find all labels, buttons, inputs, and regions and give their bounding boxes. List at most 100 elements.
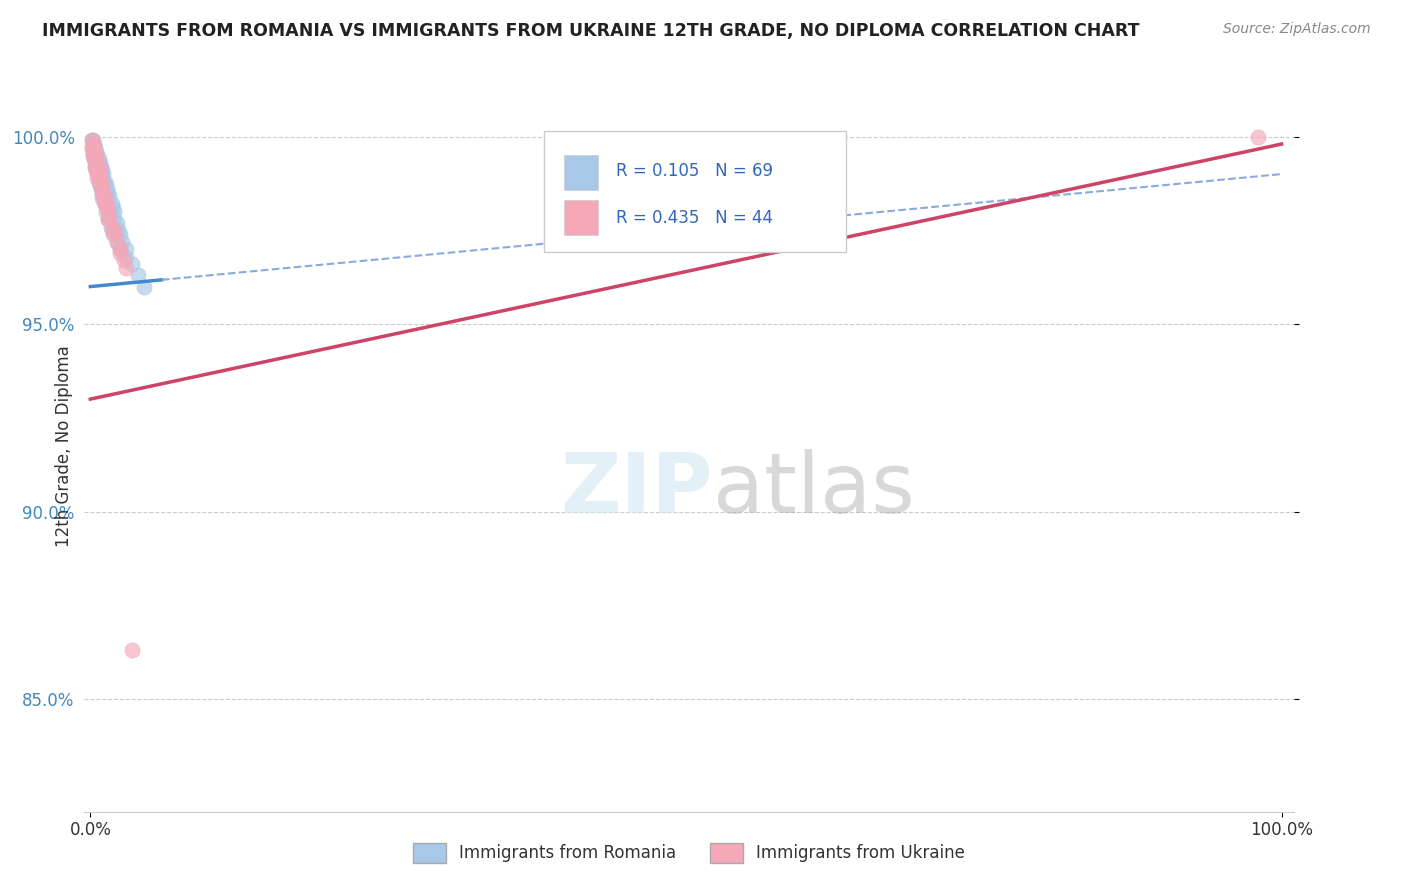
- Point: [89, 163, 111, 178]
- Point: [93, 175, 115, 189]
- Point: [90, 160, 112, 174]
- Point: [90, 182, 112, 196]
- Point: [89, 178, 111, 193]
- Point: [100, 219, 122, 234]
- Point: [86, 160, 108, 174]
- Point: [108, 242, 131, 256]
- Point: [83, 141, 105, 155]
- Text: R = 0.105   N = 69: R = 0.105 N = 69: [616, 162, 773, 180]
- Point: [89, 170, 111, 185]
- Point: [98, 189, 121, 203]
- Point: [83, 148, 105, 162]
- Point: [93, 186, 115, 200]
- Point: [103, 223, 125, 237]
- Point: [87, 160, 110, 174]
- Point: [84, 160, 107, 174]
- Point: [108, 227, 131, 241]
- Point: [97, 212, 120, 227]
- Text: atlas: atlas: [713, 450, 915, 531]
- Point: [112, 253, 135, 268]
- Point: [91, 163, 114, 178]
- Point: [100, 197, 122, 211]
- Y-axis label: 12th Grade, No Diploma: 12th Grade, No Diploma: [55, 345, 73, 547]
- Point: [103, 227, 125, 241]
- Point: [89, 175, 111, 189]
- FancyBboxPatch shape: [564, 155, 599, 190]
- Point: [94, 197, 117, 211]
- Point: [97, 186, 120, 200]
- Point: [115, 250, 138, 264]
- Point: [84, 152, 107, 166]
- Point: [82, 136, 104, 151]
- Point: [84, 152, 107, 166]
- Point: [80, 141, 103, 155]
- Point: [97, 204, 120, 219]
- Point: [87, 175, 110, 189]
- Point: [94, 178, 117, 193]
- Point: [83, 141, 105, 155]
- Point: [86, 170, 108, 185]
- Point: [108, 245, 131, 260]
- Text: R = 0.435   N = 44: R = 0.435 N = 44: [616, 209, 773, 227]
- Point: [94, 204, 117, 219]
- Text: ZIP: ZIP: [561, 450, 713, 531]
- Point: [83, 148, 105, 162]
- Point: [91, 175, 114, 189]
- Text: IMMIGRANTS FROM ROMANIA VS IMMIGRANTS FROM UKRAINE 12TH GRADE, NO DIPLOMA CORREL: IMMIGRANTS FROM ROMANIA VS IMMIGRANTS FR…: [42, 22, 1140, 40]
- Point: [84, 163, 107, 178]
- Point: [127, 268, 149, 283]
- Text: Source: ZipAtlas.com: Source: ZipAtlas.com: [1223, 22, 1371, 37]
- Point: [91, 186, 114, 200]
- Point: [83, 152, 105, 166]
- Point: [1247, 129, 1270, 144]
- Point: [96, 182, 118, 196]
- Point: [82, 148, 104, 162]
- Point: [80, 141, 103, 155]
- Point: [87, 152, 110, 166]
- Point: [100, 223, 122, 237]
- Point: [84, 145, 107, 159]
- Point: [93, 194, 115, 208]
- Point: [101, 201, 124, 215]
- Point: [86, 152, 108, 166]
- Point: [83, 145, 105, 159]
- Point: [80, 133, 103, 147]
- Point: [84, 141, 107, 155]
- Point: [82, 141, 104, 155]
- Point: [84, 163, 107, 178]
- Point: [86, 156, 108, 170]
- Point: [84, 160, 107, 174]
- Point: [87, 160, 110, 174]
- Point: [90, 175, 112, 189]
- Point: [82, 133, 104, 147]
- Point: [84, 148, 107, 162]
- Point: [82, 145, 104, 159]
- Point: [103, 212, 125, 227]
- Point: [83, 145, 105, 159]
- Point: [91, 182, 114, 196]
- Point: [89, 156, 111, 170]
- Point: [121, 643, 143, 657]
- Point: [83, 152, 105, 166]
- Point: [82, 148, 104, 162]
- Point: [111, 235, 134, 249]
- Point: [87, 167, 110, 181]
- FancyBboxPatch shape: [564, 200, 599, 235]
- Point: [80, 133, 103, 147]
- Point: [121, 257, 143, 271]
- Point: [93, 197, 115, 211]
- Point: [84, 156, 107, 170]
- Point: [91, 189, 114, 203]
- Point: [82, 136, 104, 151]
- Point: [86, 167, 108, 181]
- Point: [105, 216, 128, 230]
- Point: [115, 260, 138, 275]
- Legend: Immigrants from Romania, Immigrants from Ukraine: Immigrants from Romania, Immigrants from…: [406, 837, 972, 869]
- Point: [93, 189, 115, 203]
- Point: [89, 178, 111, 193]
- Point: [101, 227, 124, 241]
- Point: [93, 197, 115, 211]
- Point: [96, 201, 118, 215]
- Point: [132, 279, 155, 293]
- Point: [84, 145, 107, 159]
